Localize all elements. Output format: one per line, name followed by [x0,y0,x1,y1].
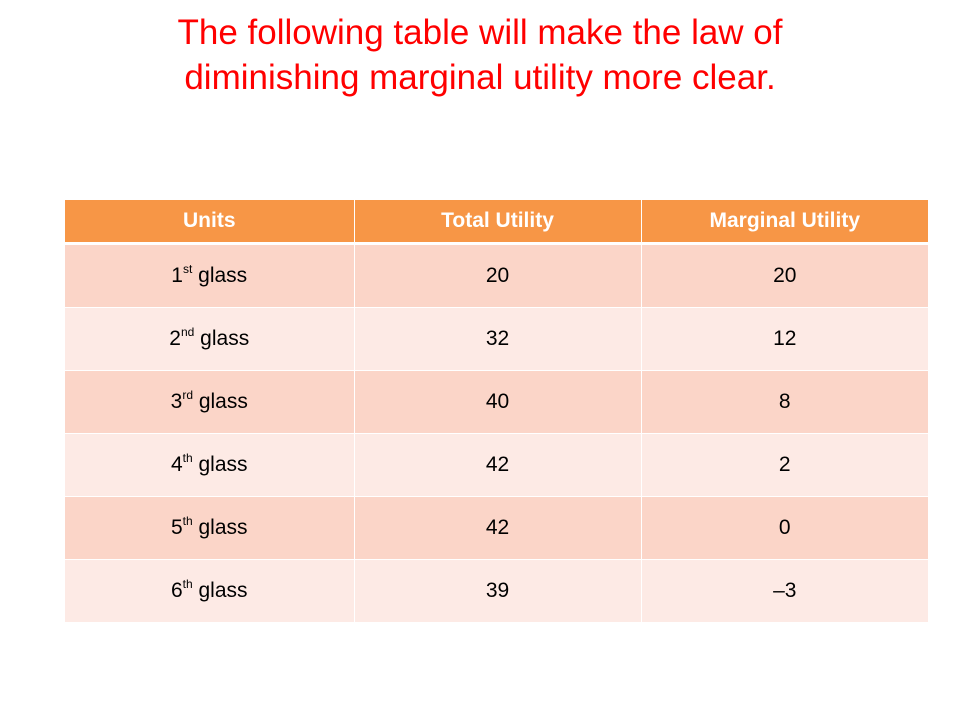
unit-word: glass [192,453,248,476]
unit-word: glass [192,264,248,287]
units-cell: 4th glass [65,433,355,497]
table-header-row: Units Total Utility Marginal Utility [65,200,928,245]
units-cell: 6th glass [65,559,355,623]
unit-word: glass [192,516,248,539]
unit-word: glass [192,579,248,602]
slide-title: The following table will make the law of… [40,10,920,100]
marginal-utility-cell: 20 [641,243,928,308]
table-row: 6th glass 39 –3 [65,559,928,623]
table-row: 4th glass 42 2 [65,433,928,497]
unit-number: 5 [170,516,183,539]
total-utility-cell: 39 [354,559,642,623]
unit-suffix: th [182,514,193,528]
units-cell: 3rd glass [65,370,355,434]
header-marginal-utility: Marginal Utility [641,200,928,245]
units-cell: 2nd glass [65,307,355,371]
unit-suffix: th [182,577,193,591]
header-total-utility: Total Utility [354,200,642,245]
total-utility-cell: 20 [354,243,642,308]
unit-number: 2 [169,327,181,350]
table-row: 2nd glass 32 12 [65,307,928,371]
total-utility-cell: 42 [354,433,642,497]
table-row: 1st glass 20 20 [65,243,928,308]
unit-suffix: st [182,262,193,276]
unit-suffix: rd [182,388,193,402]
utility-table: Units Total Utility Marginal Utility 1st… [65,200,928,623]
total-utility-cell: 32 [354,307,642,371]
table-row: 5th glass 42 0 [65,496,928,560]
marginal-utility-cell: 0 [641,496,928,560]
unit-word: glass [194,327,250,350]
marginal-utility-cell: 2 [641,433,928,497]
marginal-utility-cell: 8 [641,370,928,434]
units-cell: 1st glass [65,243,355,308]
title-line-2: diminishing marginal utility more clear. [184,58,776,97]
total-utility-cell: 40 [354,370,642,434]
title-line-1: The following table will make the law of [177,13,783,52]
unit-number: 3 [170,390,183,413]
marginal-utility-cell: –3 [641,559,928,623]
unit-suffix: th [182,451,193,465]
unit-number: 4 [170,453,183,476]
unit-number: 6 [170,579,183,602]
unit-suffix: nd [180,325,195,339]
units-cell: 5th glass [65,496,355,560]
table-row: 3rd glass 40 8 [65,370,928,434]
total-utility-cell: 42 [354,496,642,560]
marginal-utility-cell: 12 [641,307,928,371]
unit-number: 1 [171,264,183,287]
header-units: Units [65,200,355,245]
unit-word: glass [193,390,248,413]
